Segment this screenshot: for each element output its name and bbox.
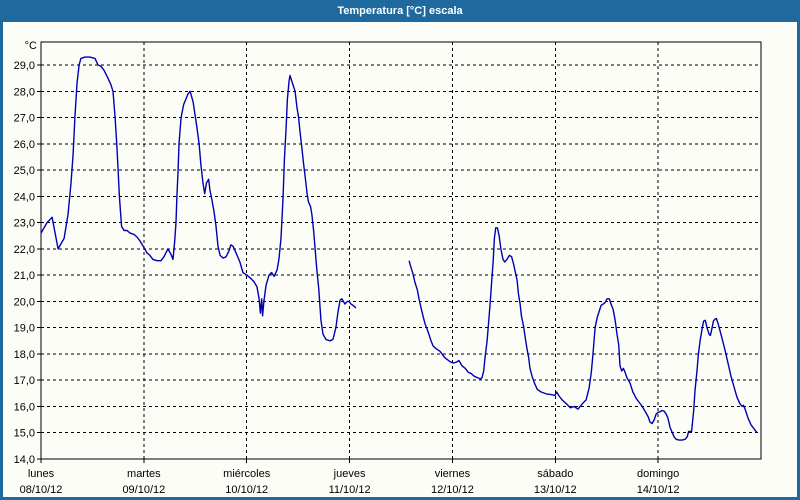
x-day-label: miércoles bbox=[223, 468, 271, 480]
x-date-label: 11/10/12 bbox=[329, 484, 371, 496]
x-day-label: martes bbox=[127, 468, 161, 480]
y-tick-label: 19,0 bbox=[14, 323, 35, 335]
y-tick-label: 17,0 bbox=[14, 375, 35, 387]
y-tick-label: 14,0 bbox=[14, 454, 35, 466]
temperature-chart: 14,0 15,0 16,0 17,0 18,0 19,0 20,0 21,0 22,0 23,0… bbox=[14, 40, 762, 496]
temperature-line bbox=[408, 227, 758, 441]
y-tick-label: 29,0 bbox=[14, 60, 35, 72]
y-tick-label: 27,0 bbox=[14, 113, 35, 125]
y-tick-label: 16,0 bbox=[14, 401, 35, 413]
y-tick-label: 25,0 bbox=[14, 165, 35, 177]
title-bar: Temperatura [°C] escala bbox=[3, 0, 797, 22]
plot-frame bbox=[40, 41, 762, 460]
x-date-label: 14/10/12 bbox=[637, 484, 680, 496]
x-day-label: domingo bbox=[637, 468, 679, 480]
y-tick-label: 23,0 bbox=[14, 218, 35, 230]
x-day-label: viernes bbox=[435, 468, 471, 480]
x-date-label: 09/10/12 bbox=[122, 484, 165, 496]
y-tick-label: 22,0 bbox=[14, 244, 35, 256]
x-date-label: 13/10/12 bbox=[534, 484, 577, 496]
y-tick-label: 28,0 bbox=[14, 86, 35, 98]
y-tick-label: 26,0 bbox=[14, 139, 35, 151]
window-title: Temperatura [°C] escala bbox=[337, 5, 463, 17]
x-date-label: 08/10/12 bbox=[20, 484, 63, 496]
chart-area: 14,0 15,0 16,0 17,0 18,0 19,0 20,0 21,0 22,0 23,0… bbox=[3, 22, 797, 497]
x-day-label: jueves bbox=[333, 468, 366, 480]
temperature-line bbox=[40, 56, 357, 342]
x-date-label: 10/10/12 bbox=[225, 484, 268, 496]
y-tick-label: 21,0 bbox=[14, 270, 35, 282]
y-tick-label: 24,0 bbox=[14, 191, 35, 203]
y-axis-unit-label: °C bbox=[25, 40, 37, 52]
x-day-label: lunes bbox=[28, 468, 55, 480]
y-tick-label: 15,0 bbox=[14, 428, 35, 440]
x-day-label: sábado bbox=[537, 468, 573, 480]
y-tick-label: 20,0 bbox=[14, 296, 35, 308]
x-date-label: 12/10/12 bbox=[431, 484, 474, 496]
y-tick-label: 18,0 bbox=[14, 349, 35, 361]
